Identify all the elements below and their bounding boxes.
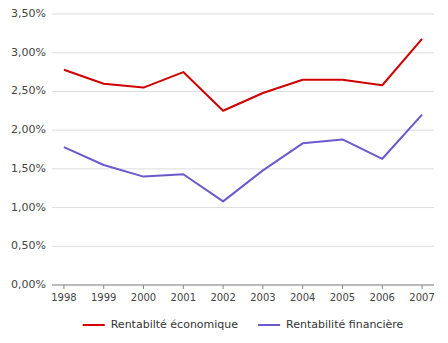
legend: Rentabilté économique Rentabilité financi… xyxy=(83,318,404,331)
legend-swatch xyxy=(258,324,280,326)
x-tick xyxy=(342,285,343,289)
x-tick-label: 2002 xyxy=(210,292,235,303)
grid-line xyxy=(52,130,434,131)
x-tick-label: 1998 xyxy=(51,292,76,303)
y-tick-label: 2,50% xyxy=(11,84,46,97)
x-tick xyxy=(143,285,144,289)
x-axis-line xyxy=(52,285,434,286)
grid-line xyxy=(52,246,434,247)
x-tick xyxy=(422,285,423,289)
x-tick-label: 2006 xyxy=(370,292,395,303)
x-tick xyxy=(302,285,303,289)
series-line xyxy=(64,115,422,202)
y-grid xyxy=(52,14,434,285)
y-tick-label: 0,50% xyxy=(11,239,46,252)
chart-svg: 0,00% 0,50% 1,00% 1,50% 2,00% 2,50% 3,00% 3,50%… xyxy=(0,0,448,343)
series-line xyxy=(64,39,422,111)
grid-line xyxy=(52,285,434,286)
y-tick-label: 3,00% xyxy=(11,46,46,59)
x-tick-label: 2004 xyxy=(290,292,315,303)
y-tick-label: 1,00% xyxy=(11,201,46,214)
x-tick-label: 2005 xyxy=(330,292,355,303)
legend-swatch xyxy=(83,324,105,326)
x-tick-label: 2003 xyxy=(250,292,275,303)
x-tick xyxy=(183,285,184,289)
grid-line xyxy=(52,91,434,92)
chart-container: 0,00% 0,50% 1,00% 1,50% 2,00% 2,50% 3,00% 3,50%… xyxy=(0,0,448,343)
x-tick-label: 2001 xyxy=(171,292,196,303)
x-tick xyxy=(223,285,224,289)
legend-item: Rentabilité financière xyxy=(258,318,403,331)
grid-line xyxy=(52,52,434,53)
y-tick-label: 0,00% xyxy=(11,278,46,291)
legend-label: Rentabilité financière xyxy=(286,318,403,331)
x-tick-label: 2007 xyxy=(409,292,434,303)
x-tick xyxy=(382,285,383,289)
legend-label: Rentabilté économique xyxy=(111,318,239,331)
grid-line xyxy=(52,14,434,15)
y-tick-label: 2,00% xyxy=(11,123,46,136)
x-tick-label: 1999 xyxy=(91,292,116,303)
legend-item: Rentabilté économique xyxy=(83,318,239,331)
x-tick xyxy=(262,285,263,289)
y-tick-label: 1,50% xyxy=(11,162,46,175)
lines xyxy=(64,39,422,202)
x-tick-label: 2000 xyxy=(131,292,156,303)
x-tick xyxy=(63,285,64,289)
y-tick-label: 3,50% xyxy=(11,7,46,20)
grid-line xyxy=(52,168,434,169)
grid-line xyxy=(52,207,434,208)
x-tick xyxy=(103,285,104,289)
